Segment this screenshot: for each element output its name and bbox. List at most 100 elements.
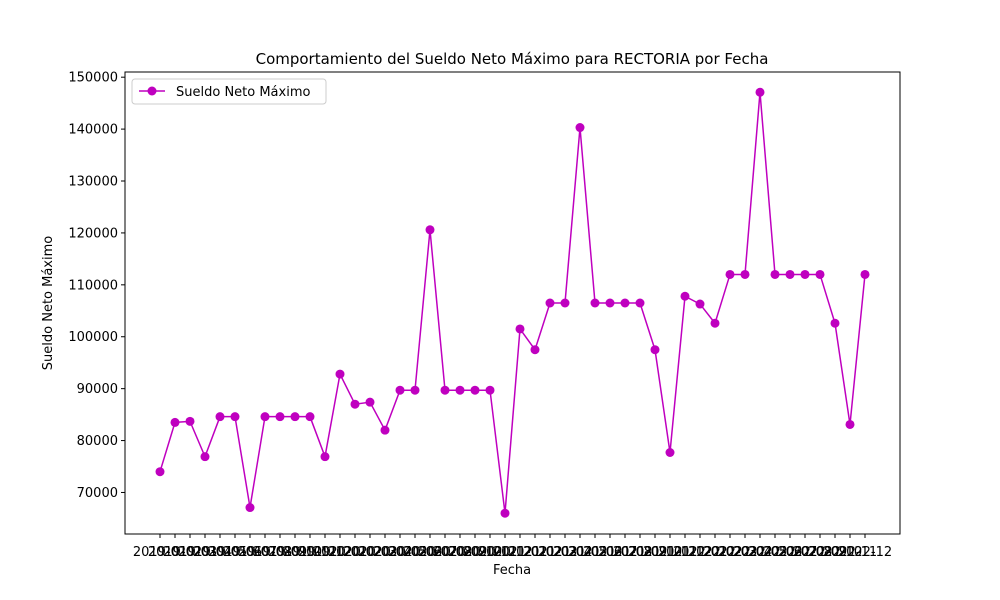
data-point bbox=[470, 385, 480, 395]
x-tick-label: 2021-06 bbox=[568, 545, 622, 560]
y-tick-label: 70000 bbox=[77, 486, 118, 501]
data-point bbox=[740, 269, 750, 279]
x-axis-label: Fecha bbox=[493, 563, 531, 578]
x-tick-label: 2021-03 bbox=[523, 545, 577, 560]
data-point bbox=[365, 397, 375, 407]
legend-marker bbox=[147, 86, 157, 96]
data-point bbox=[320, 452, 330, 462]
x-tick-label: 2021-11 bbox=[643, 545, 697, 560]
x-tick-label: 2022-03 bbox=[703, 545, 757, 560]
y-tick-label: 80000 bbox=[77, 434, 118, 449]
legend-label: Sueldo Neto Máximo bbox=[176, 85, 310, 100]
x-tick-label: 2019-06 bbox=[208, 545, 262, 560]
data-point bbox=[755, 87, 765, 97]
y-axis: 70000 80000 90000 100000 110000 120000 130000 1… bbox=[68, 71, 125, 501]
data-point bbox=[605, 298, 615, 308]
x-tick-label: 2019-05 bbox=[193, 545, 247, 560]
legend: Sueldo Neto Máximo bbox=[131, 78, 327, 105]
data-point bbox=[680, 291, 690, 301]
data-point bbox=[845, 419, 855, 429]
data-point bbox=[185, 416, 195, 426]
x-tick-label: 2020-10 bbox=[448, 545, 502, 560]
data-point bbox=[380, 425, 390, 435]
x-tick-label: 2022-10 bbox=[808, 545, 862, 560]
x-tick-label: 2019-11 bbox=[283, 545, 337, 560]
x-tick-label: 2021-01 bbox=[493, 545, 547, 560]
data-point bbox=[695, 299, 705, 309]
x-tick-label: 2020-05 bbox=[373, 545, 427, 560]
y-tick-label: 150000 bbox=[68, 71, 118, 86]
y-axis-label: Sueldo Neto Máximo bbox=[41, 236, 56, 370]
data-point bbox=[440, 385, 450, 395]
data-point bbox=[620, 298, 630, 308]
data-point bbox=[155, 467, 165, 477]
data-point bbox=[215, 412, 225, 422]
data-point bbox=[410, 385, 420, 395]
y-tick-label: 130000 bbox=[68, 175, 118, 190]
data-point bbox=[590, 298, 600, 308]
data-point bbox=[305, 412, 315, 422]
x-tick-label: 2020-09 bbox=[433, 545, 487, 560]
x-tick-label: 2020-06 bbox=[388, 545, 442, 560]
x-tick-label: 2022-04 bbox=[718, 545, 772, 560]
x-tick-label: 2022-07 bbox=[763, 545, 817, 560]
data-point bbox=[515, 324, 525, 334]
x-tick-label: 2020-07 bbox=[403, 545, 457, 560]
x-tick-label: 2019-12 bbox=[298, 545, 352, 560]
data-point bbox=[275, 412, 285, 422]
data-point bbox=[545, 298, 555, 308]
chart-title: Comportamiento del Sueldo Neto Máximo pa… bbox=[256, 50, 769, 68]
x-tick-label: 2020-02 bbox=[328, 545, 382, 560]
data-point bbox=[800, 269, 810, 279]
data-point bbox=[785, 269, 795, 279]
x-tick-label: 2022-02 bbox=[688, 545, 742, 560]
x-tick-label: 2022-01 bbox=[673, 545, 727, 560]
y-tick-label: 90000 bbox=[77, 382, 118, 397]
legend-box bbox=[131, 78, 327, 105]
x-tick-label: 2019-10 bbox=[268, 545, 322, 560]
data-point bbox=[560, 298, 570, 308]
data-point bbox=[860, 269, 870, 279]
data-point bbox=[170, 417, 180, 427]
x-tick-label: 2022-08 bbox=[778, 545, 832, 560]
x-tick-label: 2021-04 bbox=[538, 545, 592, 560]
y-tick-label: 100000 bbox=[68, 330, 118, 345]
data-point bbox=[500, 508, 510, 518]
x-tick-label: 2021-10 bbox=[628, 545, 682, 560]
data-point bbox=[770, 269, 780, 279]
data-point bbox=[260, 412, 270, 422]
x-tick-label: 2022-05 bbox=[733, 545, 787, 560]
x-tick-label: 2019-01 bbox=[133, 545, 187, 560]
x-tick-label: 2019-04 bbox=[178, 545, 232, 560]
x-tick-label: 2020-08 bbox=[418, 545, 472, 560]
x-tick-label: 2019-02 bbox=[148, 545, 202, 560]
data-point bbox=[530, 345, 540, 355]
x-tick-label: 2020-04 bbox=[358, 545, 412, 560]
data-point bbox=[830, 318, 840, 328]
x-axis: 2019-012019-022019-032019-042019-052019-… bbox=[133, 534, 892, 560]
data-point bbox=[455, 385, 465, 395]
x-tick-label: 2021-05 bbox=[553, 545, 607, 560]
x-tick-label: 2019-07 bbox=[223, 545, 277, 560]
x-tick-label: 2019-08 bbox=[238, 545, 292, 560]
data-point bbox=[245, 503, 255, 513]
x-tick-label: 2022-12 bbox=[838, 545, 892, 560]
data-point bbox=[335, 369, 345, 379]
data-point bbox=[650, 345, 660, 355]
x-tick-label: 2020-12 bbox=[478, 545, 532, 560]
data-point bbox=[710, 318, 720, 328]
y-tick-label: 120000 bbox=[68, 226, 118, 241]
y-tick-label: 140000 bbox=[68, 123, 118, 138]
x-tick-label: 2022-06 bbox=[748, 545, 802, 560]
data-point bbox=[575, 123, 585, 133]
x-tick-label: 2020-11 bbox=[463, 545, 517, 560]
data-point bbox=[725, 269, 735, 279]
x-tick-label: 2022-11 bbox=[823, 545, 877, 560]
data-point bbox=[665, 448, 675, 458]
data-point bbox=[290, 412, 300, 422]
data-point bbox=[200, 452, 210, 462]
data-point bbox=[485, 385, 495, 395]
x-tick-label: 2021-07 bbox=[583, 545, 637, 560]
data-point bbox=[350, 399, 360, 409]
